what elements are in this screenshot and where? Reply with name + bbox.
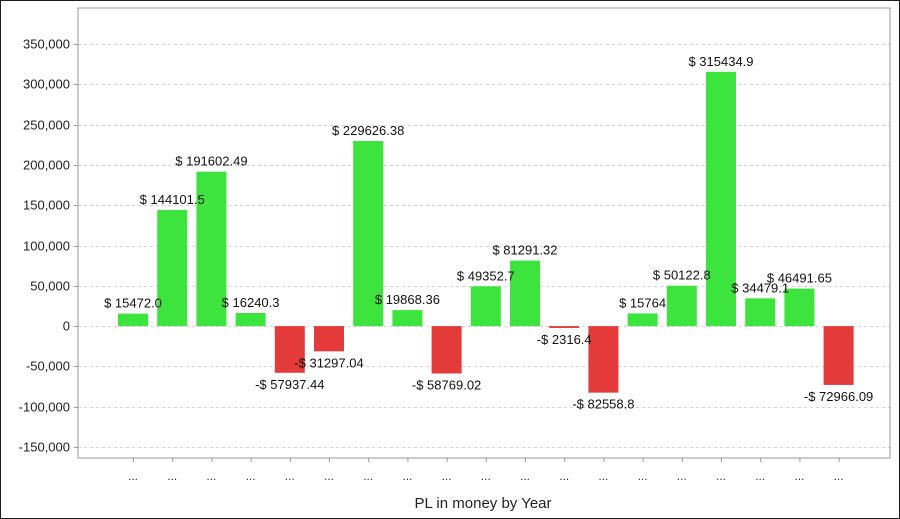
y-tick-label: 50,000 [30, 279, 70, 294]
y-tick-label: -100,000 [19, 400, 70, 415]
y-tick-label: -150,000 [19, 440, 70, 455]
bar [627, 313, 658, 327]
bar [274, 326, 305, 373]
bar [666, 285, 697, 327]
y-tick-label: 0 [63, 319, 70, 334]
data-label: $ 46491.65 [767, 271, 832, 286]
data-label: $ 144101.5 [140, 192, 205, 207]
bar [431, 326, 462, 374]
x-tick-label: ... [677, 469, 687, 483]
bar [823, 326, 854, 385]
data-label: $ 81291.32 [492, 243, 557, 258]
data-label: $ 15764 [619, 295, 666, 310]
data-label: $ 315434.9 [688, 54, 753, 69]
x-tick-label: ... [834, 469, 844, 483]
bar [157, 209, 188, 327]
y-tick-label: -50,000 [26, 359, 70, 374]
bar [235, 313, 266, 327]
x-tick-label: ... [794, 469, 804, 483]
x-tick-label: ... [402, 469, 412, 483]
x-tick-label: ... [638, 469, 648, 483]
bar [588, 326, 619, 393]
x-tick-label: ... [755, 469, 765, 483]
x-tick-label: ... [128, 469, 138, 483]
bar [510, 260, 540, 327]
y-tick-labels: -150,000 -100,000 -50,000 0 50,000 100,000 150… [19, 37, 70, 455]
data-label: $ 191602.49 [175, 154, 247, 169]
bar [470, 286, 501, 327]
bar [392, 310, 423, 327]
data-label: -$ 57937.44 [255, 377, 324, 392]
plot-area-border [77, 7, 891, 459]
x-tick-label: ... [520, 469, 530, 483]
bars [118, 71, 854, 393]
x-tick-label: ... [363, 469, 373, 483]
x-tick-label: ... [598, 469, 608, 483]
data-labels: $ 15472.0 $ 144101.5 $ 191602.49 $ 16240.3 -… [104, 54, 873, 412]
y-tick-label: 150,000 [23, 198, 70, 213]
data-label: $ 229626.38 [332, 123, 404, 138]
y-tick-label: 100,000 [23, 239, 70, 254]
data-label: $ 15472.0 [104, 296, 162, 311]
x-axis-title: PL in money by Year [414, 495, 551, 512]
x-tick-label: ... [559, 469, 569, 483]
data-label: -$ 72966.09 [804, 389, 873, 404]
bar [745, 298, 776, 327]
data-label: -$ 58769.02 [412, 377, 481, 392]
data-label: -$ 31297.04 [294, 355, 363, 370]
data-label: $ 49352.7 [457, 268, 515, 283]
bar [784, 288, 815, 327]
data-label: -$ 82558.8 [572, 397, 634, 412]
bar [196, 171, 227, 327]
x-tick-label: ... [285, 469, 295, 483]
x-tick-label: ... [442, 469, 452, 483]
bar [118, 313, 148, 327]
x-tick-label: ... [481, 469, 491, 483]
y-tick-label: 350,000 [23, 37, 70, 52]
y-tick-label: 300,000 [23, 77, 70, 92]
bar [353, 141, 384, 327]
x-tick-label: ... [167, 469, 177, 483]
x-tick-label: ... [324, 469, 334, 483]
x-tick-label: ... [246, 469, 256, 483]
data-label: $ 16240.3 [222, 295, 280, 310]
bar [314, 326, 344, 352]
x-tick-label: ... [716, 469, 726, 483]
bar [706, 71, 736, 327]
y-tick-label: 250,000 [23, 118, 70, 133]
y-tick-label: 200,000 [23, 158, 70, 173]
data-label: -$ 2316.4 [537, 332, 592, 347]
axes [74, 7, 891, 462]
x-tick-label: ... [206, 469, 216, 483]
x-tick-labels: ........................................… [128, 469, 844, 483]
bar [549, 326, 580, 328]
data-label: $ 50122.8 [653, 268, 711, 283]
data-label: $ 19868.36 [375, 292, 440, 307]
data-label: $ 34479.1 [731, 280, 789, 295]
